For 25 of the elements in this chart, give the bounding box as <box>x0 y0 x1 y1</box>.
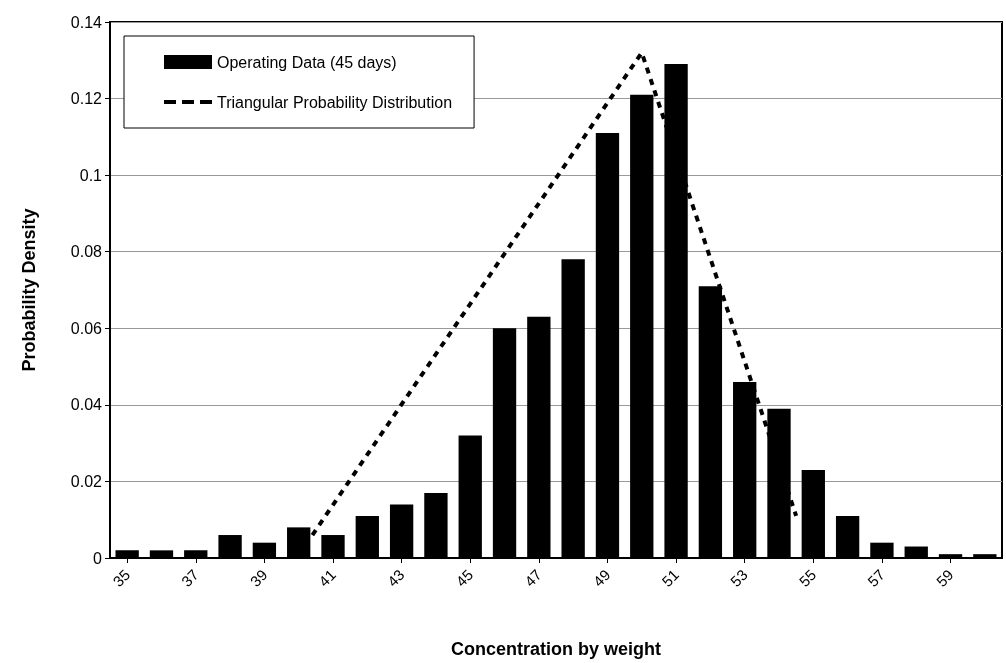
y-tick-label: 0.02 <box>70 472 103 490</box>
y-axis-title: Probability Density <box>19 208 39 372</box>
x-tick-label: 51 <box>658 565 683 590</box>
legend-label: Operating Data (45 days) <box>217 53 397 71</box>
x-tick-label: 37 <box>177 565 202 590</box>
x-tick-label: 45 <box>452 565 477 590</box>
x-tick-label: 49 <box>589 565 614 590</box>
legend-label: Triangular Probability Distribution <box>217 93 453 111</box>
x-tick-label: 47 <box>521 565 545 590</box>
y-tick-label: 0.06 <box>70 319 103 337</box>
y-tick-label: 0.08 <box>70 243 103 261</box>
y-tick-label: 0.12 <box>70 90 103 108</box>
x-tick-label: 57 <box>864 565 888 590</box>
x-tick-label: 35 <box>109 565 134 590</box>
x-tick-label: 59 <box>932 565 957 590</box>
x-tick-label: 41 <box>315 565 340 590</box>
x-tick-label: 55 <box>795 565 820 590</box>
y-tick-label: 0.14 <box>70 13 103 31</box>
y-tick-label: 0.1 <box>79 166 103 184</box>
y-tick-label: 0 <box>93 549 103 567</box>
x-tick-label: 43 <box>383 565 408 590</box>
x-axis-title: Concentration by weight <box>450 639 662 659</box>
x-tick-label: 53 <box>726 565 751 590</box>
x-tick-label: 39 <box>246 565 271 590</box>
y-tick-label: 0.04 <box>70 396 103 414</box>
